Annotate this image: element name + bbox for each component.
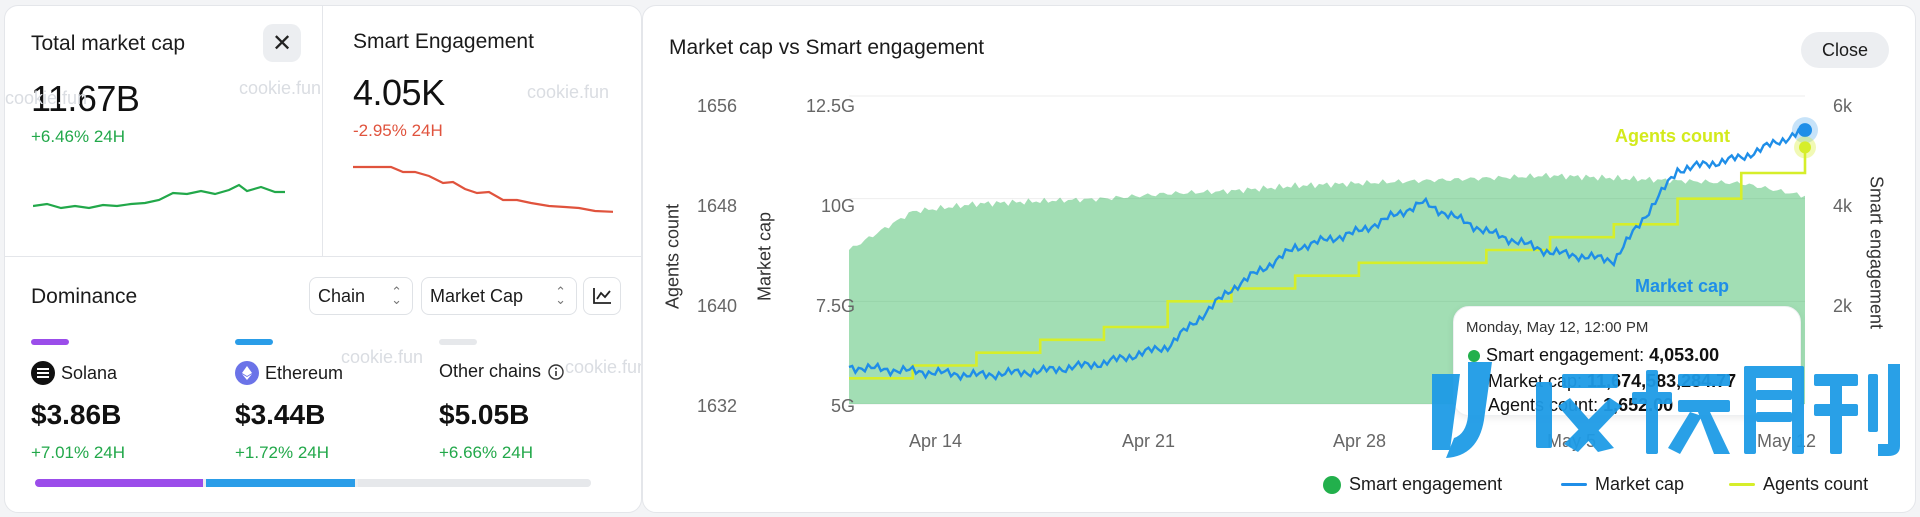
watermark: cookie.fun: [341, 347, 424, 367]
engagement-value: 4.05K: [353, 72, 445, 113]
chart-tooltip: Monday, May 12, 12:00 PM Smart engagemen…: [1453, 306, 1801, 416]
chain-dropdown-value: Chain: [318, 285, 366, 306]
tooltip-label: Market cap:: [1488, 371, 1588, 391]
tooltip-engagement: Smart engagement: 4,053.00: [1468, 345, 1719, 366]
mcap-tick: 5G: [830, 396, 855, 416]
chain-label: Solana: [61, 362, 118, 383]
legend-label: Smart engagement: [1349, 474, 1503, 494]
chart-card: Market cap vs Smart engagement Close 165…: [642, 5, 1916, 513]
stats-card: Total market cap ✕ 11.67B +6.46% 24H coo…: [4, 5, 642, 513]
market-cap-sparkline: [33, 183, 285, 210]
mcap-tick: 10G: [820, 196, 855, 216]
legend-line-icon: [1729, 483, 1755, 486]
chevron-updown-icon: ⌃ ⌄: [555, 284, 566, 307]
legend-label: Agents count: [1763, 474, 1869, 494]
dominance-segment: [35, 479, 203, 487]
tooltip-value: 4,053.00: [1649, 345, 1720, 365]
metric-dropdown-value: Market Cap: [430, 285, 524, 306]
chain-label: Ethereum: [265, 362, 344, 383]
chain-color-bar: [439, 339, 477, 345]
engagement-tick: 6k: [1833, 96, 1853, 116]
legend-agents[interactable]: Agents count: [1729, 474, 1868, 495]
tooltip-date: Monday, May 12, 12:00 PM: [1466, 319, 1649, 336]
x-tick: Apr 21: [1122, 431, 1176, 451]
dominance-bar: [35, 479, 591, 487]
tooltip-label: Smart engagement:: [1486, 345, 1650, 365]
market-cap-title: Total market cap: [31, 32, 186, 55]
dominance-segment: [205, 479, 356, 487]
mcap-axis-label: Market cap: [754, 211, 775, 302]
engagement-kpi: Smart Engagement 4.05K -2.95% 24H cookie…: [239, 6, 641, 256]
chain-color-bar: [31, 339, 69, 345]
legend-label: Market cap: [1595, 474, 1685, 494]
chain-change: +7.01% 24H: [31, 443, 126, 462]
legend-dot-icon: [1323, 475, 1341, 494]
agents-tick: 1632: [697, 396, 738, 416]
chain-change: +6.66% 24H: [439, 443, 534, 462]
info-icon[interactable]: [547, 363, 565, 381]
watermark: cookie.fun: [565, 357, 642, 377]
mcap-tick: 12.5G: [805, 96, 855, 116]
publisher-stamp-logo: [1432, 362, 1900, 458]
engagement-dot-icon: [1468, 350, 1480, 363]
market-cap-kpi: Total market cap ✕ 11.67B +6.46% 24H coo…: [5, 6, 323, 256]
dominance-segment: [358, 479, 591, 487]
chart-title: Market cap vs Smart engagement: [669, 36, 985, 59]
line-chart-icon: [593, 288, 611, 304]
engagement-sparkline: [353, 165, 613, 213]
agents-tick: 1640: [697, 296, 738, 316]
dominance-section: Dominance Chain ⌃ ⌄ Market Cap ⌃ ⌄ Solana: [5, 256, 642, 512]
agents-line: [849, 147, 1807, 380]
agents-point: [1799, 141, 1811, 154]
market-cap-line: [848, 127, 1806, 382]
chain-name: Other chains: [439, 361, 565, 382]
agents-tick: 1648: [697, 196, 738, 216]
metric-dropdown[interactable]: Market Cap ⌃ ⌄: [421, 277, 577, 315]
chain-value: $3.44B: [235, 399, 326, 430]
chain-name: Solana: [31, 361, 117, 385]
chain-color-bar: [235, 339, 273, 345]
legend-mcap[interactable]: Market cap: [1561, 474, 1684, 495]
chain-change: +1.72% 24H: [235, 443, 330, 462]
chain-label: Other chains: [439, 361, 542, 381]
close-button[interactable]: Close: [1801, 32, 1889, 68]
agents-inline-label: Agents count: [1615, 126, 1730, 146]
agents-axis-label: Agents count: [662, 203, 683, 310]
watermark: cookie.fun: [527, 82, 610, 102]
mcap-tick: 7.5G: [815, 296, 855, 316]
chain-value: $5.05B: [439, 399, 530, 430]
market-cap-change: +6.46% 24H: [31, 127, 126, 146]
chain-value: $3.86B: [31, 399, 122, 430]
dominance-title: Dominance: [31, 285, 138, 308]
chart-toggle-button[interactable]: [583, 277, 621, 315]
mcap-inline-label: Market cap: [1635, 276, 1730, 296]
engagement-tick: 2k: [1833, 296, 1853, 316]
chain-dropdown[interactable]: Chain ⌃ ⌄: [309, 277, 413, 315]
engagement-tick: 4k: [1833, 196, 1853, 216]
close-icon[interactable]: ✕: [263, 24, 301, 62]
chevron-updown-icon: ⌃ ⌄: [391, 284, 402, 307]
legend-engagement[interactable]: Smart engagement: [1323, 474, 1502, 495]
market-cap-point: [1798, 123, 1812, 138]
x-tick: Apr 28: [1333, 431, 1387, 451]
x-tick: Apr 14: [909, 431, 963, 451]
legend-line-icon: [1561, 483, 1587, 486]
chain-name: Ethereum: [235, 361, 343, 385]
engagement-title: Smart Engagement: [353, 30, 534, 53]
agents-tick: 1656: [697, 96, 738, 116]
market-cap-value: 11.67B: [31, 78, 140, 119]
engagement-axis-label: Smart engagement: [1866, 175, 1887, 330]
solana-icon: [31, 361, 55, 385]
ethereum-icon: [235, 361, 259, 385]
engagement-change: -2.95% 24H: [353, 121, 443, 140]
